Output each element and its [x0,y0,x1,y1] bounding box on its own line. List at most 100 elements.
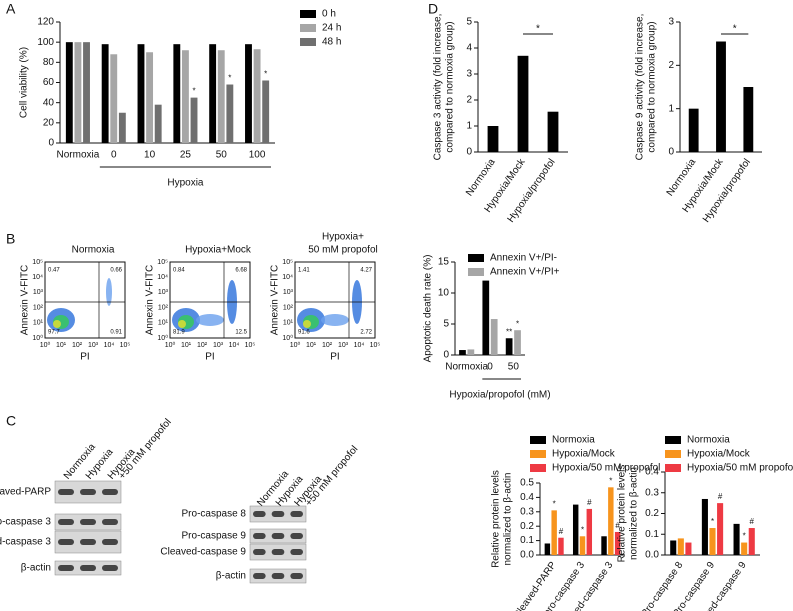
y-axis-label: Apoptotic death rate (%) [423,255,434,363]
y-tick-label: 0 [668,147,674,158]
bar [677,538,684,555]
legend-label: Hypoxia/Mock [552,449,616,460]
flow-y-tick: 10⁵ [282,259,293,266]
y-tick-label: 40 [43,97,55,108]
flow-y-tick: 10⁴ [157,274,168,281]
blot-band [102,489,118,495]
bar-annotation: ** [506,327,512,336]
legend-label: 48 h [322,37,341,48]
blot-band [58,489,74,495]
x-tick-label: 50 [508,362,520,373]
legend-swatch [665,436,681,444]
legend-swatch [468,254,484,262]
flow-y-tick: 10⁰ [32,334,43,342]
bar-annotation: # [718,492,723,501]
blot-band [290,573,303,579]
flow-cloud [303,320,311,328]
bar [685,542,692,555]
bar [74,42,82,143]
y-tick-label: 4 [466,43,472,54]
x-tick-label: 0 [111,150,117,161]
flow-x-tick: 10⁰ [290,341,301,349]
quadrant-value: 4.27 [360,268,372,274]
flow-cloud [53,320,61,328]
legend-label: 0 h [322,9,336,20]
bar [190,97,198,143]
panel-letter: B [6,231,15,247]
flow-y-tick: 10¹ [283,320,294,327]
y-axis-label: compared to normoxia group) [445,21,456,152]
x-tick-label: Normoxia [57,150,100,161]
legend-swatch [468,268,484,276]
bar [748,528,755,555]
y-tick-label: 1 [668,103,674,114]
flow-x-tick: 10⁵ [245,342,256,349]
quadrant-value: 81.9 [173,330,185,336]
blot-band [58,519,74,525]
blot-band [271,511,285,517]
bar [245,44,252,143]
y-tick-label: 0 [466,147,472,158]
x-tick-label: Normoxia [445,362,488,373]
legend-label: Hypoxia/Mock [687,449,751,460]
bar [743,87,754,152]
flow-y-tick: 10³ [33,289,44,296]
quadrant-value: 97.7 [48,330,60,336]
bar [146,52,154,143]
blot-band [80,565,96,571]
bar [137,44,145,143]
blot-row-label: cleaved-PARP [0,487,51,498]
quadrant-value: 1.41 [298,268,310,274]
y-tick-label: 5 [466,17,472,28]
blot-band [102,565,118,571]
y-axis-label: normalized to β-actin [629,467,640,560]
flow-x-tick: 10⁵ [370,342,381,349]
bar [217,50,225,143]
y-tick-label: 0.3 [645,487,659,498]
flow-y-label: Annexin V-FITC [145,265,156,336]
quadrant-value: 0.91 [110,330,122,336]
flow-x-tick: 10³ [88,342,99,349]
bar [209,44,217,143]
flow-y-tick: 10³ [283,289,294,296]
flow-y-tick: 10¹ [33,320,44,327]
quadrant-value: 0.66 [110,268,122,274]
flow-title: Hypoxia+Mock [185,245,252,256]
blot-band [253,549,266,555]
y-tick-label: 1 [466,121,472,132]
bar [547,111,559,152]
quadrant-value: 12.5 [235,330,247,336]
blot-band [290,533,303,539]
flow-x-tick: 10³ [338,342,349,349]
quadrant-value: 91.6 [298,330,310,336]
bar [579,536,586,555]
significance-label: * [733,24,737,35]
y-tick-label: 2 [466,95,472,106]
quadrant-value: 2.72 [360,330,372,336]
blot-band [102,539,118,545]
bar [608,487,614,555]
blot-lane-label: +50 mM propofol [304,444,361,509]
quadrant-value: 6.68 [235,268,247,274]
x-tick-label: 10 [144,150,156,161]
flow-x-tick: 10⁰ [165,341,176,349]
flow-x-tick: 10² [72,342,83,349]
blot-band [271,533,285,539]
legend-label: Hypoxia/50 mM propofol [687,463,793,474]
y-tick-label: 0.1 [520,535,534,546]
blot-band [80,539,96,545]
bar-annotation: * [609,476,612,485]
blot-row-label: Pro-caspase 8 [182,509,247,520]
y-tick-label: 5 [443,319,449,330]
y-axis-label: Cell viability (%) [19,47,30,118]
bar [459,350,466,355]
blot-band [290,549,303,555]
bar [716,41,726,152]
flow-y-tick: 10⁵ [32,259,43,266]
flow-x-tick: 10⁴ [104,342,115,349]
bar [709,528,716,555]
bar [741,542,748,555]
bar [490,319,498,355]
y-axis-label: Caspase 9 activity (fold increase, [635,14,646,161]
y-tick-label: 0.4 [520,492,534,503]
